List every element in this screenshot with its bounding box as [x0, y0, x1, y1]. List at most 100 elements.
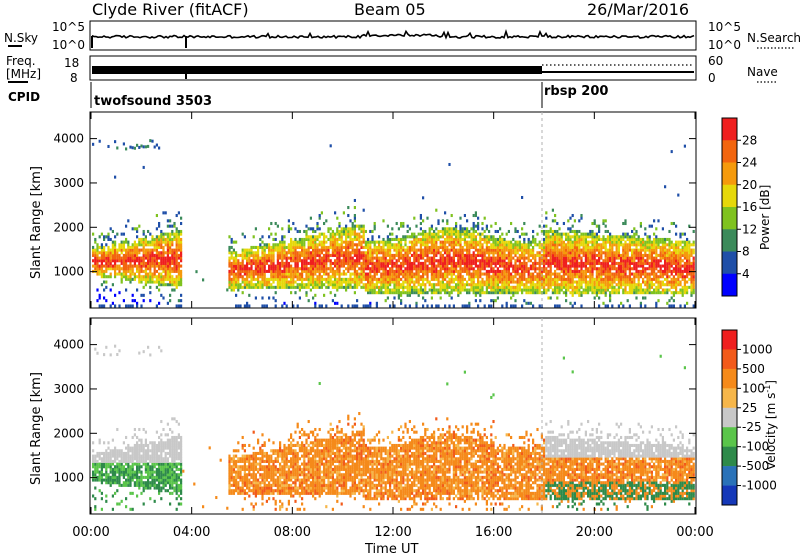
heatmap-cell — [309, 237, 312, 241]
heatmap-cell — [670, 251, 673, 255]
heatmap-cell — [615, 261, 618, 265]
heatmap-cell — [312, 280, 315, 284]
heatmap-cell — [345, 259, 348, 263]
heatmap-cell — [521, 264, 524, 268]
heatmap-cell — [435, 269, 438, 273]
heatmap-cell — [127, 259, 130, 263]
heatmap-cell — [125, 248, 128, 252]
heatmap-cell — [177, 253, 180, 257]
heatmap-cell — [455, 240, 458, 244]
heatmap-cell — [257, 245, 260, 249]
heatmap-cell — [422, 237, 425, 241]
heatmap-cell — [340, 229, 343, 234]
heatmap-cell — [477, 248, 480, 252]
heatmap-cell — [580, 267, 583, 271]
heatmap-cell — [279, 256, 282, 260]
heatmap-cell — [648, 240, 651, 244]
heatmap-cell — [543, 275, 546, 279]
heatmap-cell — [547, 243, 550, 247]
heatmap-cell — [265, 280, 268, 284]
heatmap-cell — [312, 243, 315, 247]
heatmap-cell — [466, 219, 469, 223]
heatmap-cell — [298, 256, 301, 260]
heatmap-cell — [584, 264, 587, 268]
heatmap-cell — [371, 275, 374, 279]
heatmap-cell — [615, 269, 618, 273]
heatmap-cell — [406, 291, 409, 295]
heatmap-cell — [312, 283, 315, 287]
heatmap-cell — [292, 269, 295, 273]
heatmap-cell — [402, 248, 405, 252]
heatmap-cell — [468, 245, 471, 249]
heatmap-cell — [551, 235, 554, 239]
heatmap-cell — [664, 256, 667, 260]
heatmap-cell — [380, 261, 383, 265]
heatmap-cell — [424, 277, 427, 281]
near-range-cell — [483, 304, 486, 308]
heatmap-cell — [494, 285, 497, 289]
heatmap-cell — [523, 253, 526, 257]
heatmap-cell — [285, 280, 288, 284]
heatmap-cell — [584, 267, 587, 271]
heatmap-cell — [532, 245, 535, 249]
heatmap-cell — [450, 248, 453, 252]
heatmap-cell — [653, 237, 656, 241]
heatmap-cell — [261, 267, 264, 271]
heatmap-cell — [279, 264, 282, 268]
heatmap-cell — [496, 267, 499, 271]
heatmap-cell — [281, 248, 284, 252]
heatmap-cell — [547, 240, 550, 244]
heatmap-cell — [298, 296, 301, 300]
heatmap-cell — [633, 251, 636, 255]
heatmap-cell — [650, 264, 653, 268]
heatmap-cell — [455, 229, 458, 234]
heatmap-cell — [417, 240, 420, 244]
heatmap-cell — [441, 219, 444, 223]
heatmap-cell — [364, 283, 367, 287]
heatmap-cell — [351, 264, 354, 268]
heatmap-cell — [485, 269, 488, 273]
heatmap-cell — [433, 267, 436, 271]
heatmap-cell — [534, 269, 537, 273]
heatmap-cell — [659, 275, 662, 279]
heatmap-cell — [142, 264, 145, 268]
near-range-cell — [98, 304, 101, 308]
heatmap-cell — [303, 240, 306, 244]
heatmap-cell — [276, 253, 279, 257]
heatmap-cell — [633, 259, 636, 263]
heatmap-cell — [587, 259, 590, 263]
heatmap-cell — [562, 253, 565, 257]
heatmap-cell — [488, 275, 491, 279]
heatmap-cell — [558, 253, 561, 257]
heatmap-cell — [422, 288, 425, 292]
heatmap-cell — [246, 285, 249, 289]
heatmap-cell — [334, 253, 337, 257]
heatmap-cell — [393, 269, 396, 273]
heatmap-cell — [424, 299, 427, 303]
heatmap-cell — [408, 293, 411, 297]
heatmap-cell — [472, 272, 475, 276]
heatmap-cell — [356, 251, 359, 255]
noise-panel: N.Sky 10^5 10^0 10^5 10^0 N.Search — [4, 20, 800, 52]
heatmap-cell — [677, 248, 680, 252]
heatmap-cell — [109, 256, 112, 260]
heatmap-cell — [529, 301, 532, 305]
heatmap-cell — [422, 267, 425, 271]
heatmap-cell — [111, 259, 114, 263]
heatmap-cell — [371, 253, 374, 257]
high-range-cell — [153, 145, 156, 149]
heatmap-cell — [250, 285, 253, 289]
heatmap-cell — [459, 253, 462, 257]
heatmap-cell — [329, 245, 332, 249]
heatmap-cell — [411, 285, 414, 289]
heatmap-cell — [323, 221, 326, 226]
heatmap-cell — [353, 227, 356, 231]
heatmap-cell — [367, 245, 370, 249]
heatmap-cell — [406, 256, 409, 260]
heatmap-cell — [272, 296, 275, 300]
heatmap-cell — [314, 259, 317, 263]
heatmap-cell — [620, 283, 623, 287]
heatmap-cell — [646, 243, 649, 247]
heatmap-cell — [584, 291, 587, 295]
